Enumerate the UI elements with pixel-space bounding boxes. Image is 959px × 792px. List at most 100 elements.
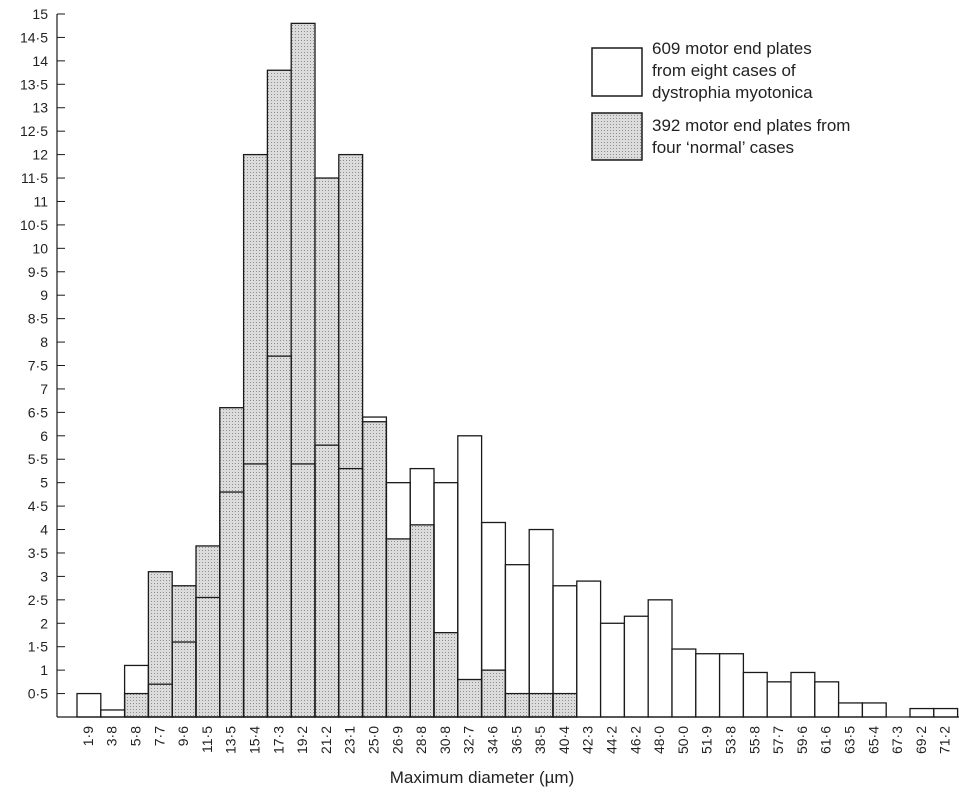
x-tick-label: 21·2 — [318, 726, 334, 754]
x-tick-label: 67·3 — [889, 726, 905, 754]
x-tick-label: 65·4 — [865, 726, 881, 754]
y-axis-ticks: 0·511·522·533·544·555·566·577·588·599·51… — [20, 6, 65, 702]
bar-dystrophia — [76, 692, 102, 718]
bar-dystrophia — [718, 653, 745, 718]
y-tick-label: 2 — [40, 615, 48, 631]
x-tick-label: 71·2 — [937, 726, 953, 754]
bar-normal — [361, 421, 388, 718]
legend-line: dystrophia myotonica — [652, 83, 813, 102]
y-tick-label: 6·5 — [28, 404, 48, 420]
bar-dystrophia — [576, 580, 602, 718]
x-tick-label: 46·2 — [627, 726, 643, 754]
x-tick-label: 34·6 — [485, 726, 501, 754]
x-tick-label: 55·8 — [746, 726, 762, 754]
bar-normal — [147, 571, 173, 718]
legend-label-normal: 392 motor end plates from four ‘normal’ c… — [652, 116, 850, 157]
x-axis-ticks: 1·9 3·8 5·8 7·7 9·6 11·5 13·5 15·4 17·3 19·2 21·2 2… — [80, 726, 953, 754]
bar-dystrophia — [766, 681, 792, 718]
x-tick-label: 9·6 — [175, 726, 191, 746]
bar-dystrophia — [457, 435, 483, 718]
x-tick-label: 44·2 — [604, 726, 620, 754]
bar-normal — [290, 22, 316, 718]
bar-normal — [266, 69, 292, 718]
x-tick-label: 5·8 — [128, 726, 144, 746]
y-tick-label: 3 — [40, 568, 48, 584]
bar-normal — [504, 692, 530, 718]
x-tick-label: 48·0 — [651, 726, 667, 754]
bar-dystrophia — [671, 648, 697, 718]
y-tick-label: 8 — [40, 334, 48, 350]
y-tick-label: 14·5 — [20, 29, 48, 45]
y-tick-label: 7·5 — [28, 358, 48, 374]
bar-normal — [385, 538, 411, 718]
y-tick-label: 1·5 — [28, 639, 48, 655]
legend-line: four ‘normal’ cases — [652, 138, 794, 157]
y-tick-label: 4·5 — [28, 498, 48, 514]
bar-dystrophia — [100, 709, 126, 718]
x-tick-label: 69·2 — [913, 726, 929, 754]
y-tick-label: 10 — [32, 240, 48, 256]
y-tick-label: 11·5 — [21, 170, 48, 186]
y-tick-label: 3·5 — [28, 545, 48, 561]
legend: 609 motor end plates from eight cases of d… — [591, 39, 850, 161]
bar-normal — [195, 545, 221, 718]
y-tick-label: 10·5 — [20, 217, 48, 233]
x-tick-label: 17·3 — [270, 726, 286, 754]
bar-normal — [219, 407, 245, 718]
y-tick-label: 0·5 — [28, 686, 48, 702]
bar-dystrophia — [623, 615, 649, 718]
x-tick-label: 23·1 — [342, 726, 358, 754]
bar-dystrophia — [814, 681, 840, 718]
x-tick-label: 13·5 — [223, 726, 239, 754]
y-tick-label: 6 — [40, 428, 48, 444]
bar-normal — [457, 678, 483, 718]
bar-normal — [480, 669, 507, 718]
y-tick-label: 8·5 — [28, 311, 48, 327]
y-tick-label: 15 — [32, 6, 48, 22]
x-tick-label: 7·7 — [151, 726, 167, 746]
bar-normal — [242, 153, 269, 718]
bar-dystrophia — [909, 707, 935, 718]
bar-dystrophia — [647, 599, 673, 718]
x-tick-label: 26·9 — [389, 726, 405, 754]
normal-series-bars — [123, 22, 578, 718]
bar-dystrophia — [599, 622, 626, 718]
x-tick-label: 25·0 — [366, 726, 382, 754]
legend-swatch-dystrophia — [591, 47, 643, 97]
bar-normal — [314, 177, 340, 718]
bar-dystrophia — [528, 528, 554, 718]
y-tick-label: 14 — [32, 53, 48, 69]
bar-dystrophia — [933, 707, 959, 718]
x-tick-label: 61·6 — [818, 726, 834, 754]
x-tick-label: 30·8 — [437, 726, 453, 754]
x-tick-label: 32·7 — [461, 726, 477, 754]
x-tick-label: 42·3 — [580, 726, 596, 754]
y-tick-label: 11 — [33, 193, 48, 209]
bar-dystrophia — [790, 671, 816, 718]
bar-dystrophia — [742, 671, 768, 718]
y-tick-label: 5 — [40, 475, 48, 491]
bar-normal — [552, 692, 578, 718]
bar-normal — [338, 153, 364, 718]
x-tick-label: 57·7 — [770, 726, 786, 754]
x-tick-label: 50·0 — [675, 726, 691, 754]
y-tick-label: 4 — [40, 522, 48, 538]
y-tick-label: 7 — [40, 381, 48, 397]
y-tick-label: 9 — [40, 287, 48, 303]
legend-swatch-normal — [591, 112, 643, 161]
x-tick-label: 3·8 — [104, 726, 120, 746]
bar-normal — [528, 692, 554, 718]
bar-normal — [433, 631, 459, 718]
bar-dystrophia — [861, 702, 887, 718]
legend-label-dystrophia: 609 motor end plates from eight cases of d… — [652, 39, 813, 102]
x-tick-label: 28·8 — [413, 726, 429, 754]
bar-normal — [171, 585, 197, 718]
x-tick-label: 63·5 — [842, 726, 858, 754]
x-tick-label: 40·4 — [556, 726, 572, 754]
y-tick-label: 13·5 — [20, 76, 48, 92]
x-axis-title: Maximum diameter (µm) — [390, 768, 575, 787]
x-tick-label: 19·2 — [294, 726, 310, 754]
y-tick-label: 2·5 — [28, 592, 48, 608]
legend-line: 609 motor end plates — [652, 39, 812, 58]
